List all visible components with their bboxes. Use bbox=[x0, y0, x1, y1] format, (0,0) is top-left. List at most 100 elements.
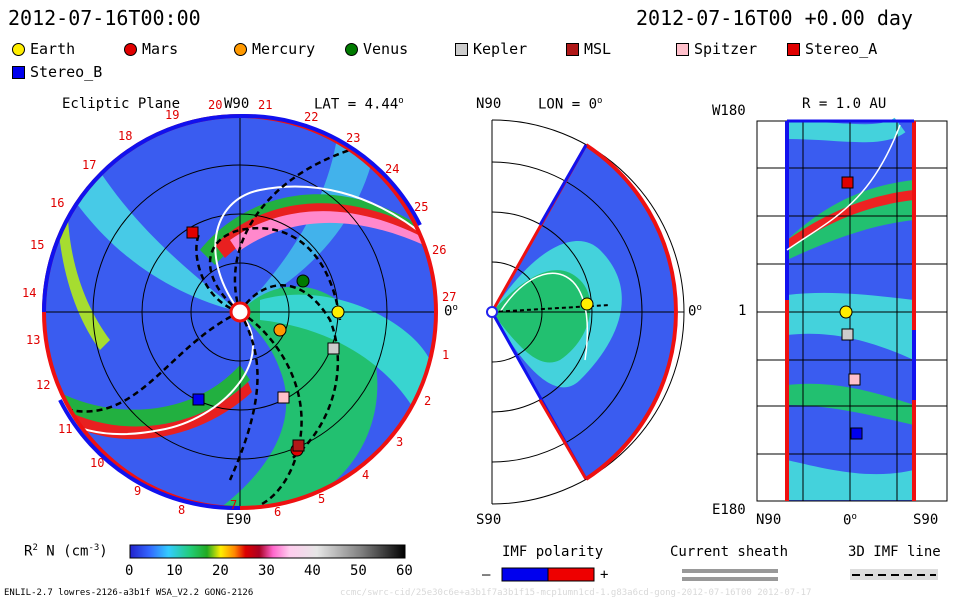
kepler-marker bbox=[327, 342, 340, 355]
carrington-tick: 10 bbox=[90, 456, 105, 470]
stereo-a-marker bbox=[186, 226, 199, 239]
colorbar-tick: 20 bbox=[212, 563, 229, 579]
meridional-right-label: 0o bbox=[688, 303, 702, 320]
watermark-footer: ccmc/swrc-cid/25e30c6e+a3b1f7a3b1f15-mcp… bbox=[340, 588, 812, 598]
colorbar-tick: 30 bbox=[258, 563, 275, 579]
ecliptic-title: Ecliptic Plane bbox=[62, 96, 181, 112]
carrington-tick: 26 bbox=[432, 243, 447, 257]
carrington-tick: 9 bbox=[134, 484, 142, 498]
kepler-marker-icon bbox=[455, 42, 468, 56]
radial-bottom-tick-0: 0o bbox=[843, 512, 857, 529]
stereo-b-marker-icon bbox=[12, 65, 25, 79]
carrington-tick: 20 bbox=[208, 98, 223, 112]
carrington-tick: 16 bbox=[50, 196, 65, 210]
meridional-lon-label: LON = 0o bbox=[538, 96, 603, 113]
mars-marker-icon bbox=[124, 42, 137, 56]
radial-earth-marker bbox=[839, 305, 853, 319]
imf-negative-swatch bbox=[501, 567, 549, 582]
colorbar-label: R2 N (cm-3) bbox=[24, 543, 108, 560]
current-sheath-line-2 bbox=[682, 577, 778, 581]
ecliptic-lat-label: LAT = 4.44o bbox=[314, 96, 404, 113]
venus-marker bbox=[296, 274, 310, 288]
stereo-b-marker bbox=[192, 393, 205, 406]
radial-bottom-left: E180 bbox=[712, 502, 746, 518]
carrington-tick: 13 bbox=[26, 333, 41, 347]
carrington-tick: 11 bbox=[58, 422, 73, 436]
meridional-panel bbox=[486, 119, 685, 505]
carrington-tick: 1 bbox=[442, 348, 450, 362]
imf-minus-label: – bbox=[482, 567, 491, 583]
legend-mercury: Mercury bbox=[234, 40, 315, 58]
time-left: 2012-07-16T00:00 bbox=[8, 6, 201, 30]
mercury-marker-icon bbox=[234, 42, 247, 56]
legend-venus: Venus bbox=[345, 40, 408, 58]
colorbar-tick: 40 bbox=[304, 563, 321, 579]
legend-msl: MSL bbox=[566, 40, 611, 58]
colorbar bbox=[129, 544, 406, 559]
radial-mid-left: 1 bbox=[738, 303, 747, 319]
colorbar-tick: 50 bbox=[350, 563, 367, 579]
radial-top-left: W180 bbox=[712, 103, 746, 119]
carrington-tick: 15 bbox=[30, 238, 45, 252]
carrington-tick: 5 bbox=[318, 492, 326, 506]
carrington-tick: 3 bbox=[396, 435, 404, 449]
legend-earth: Earth bbox=[12, 40, 75, 58]
carrington-tick: 14 bbox=[22, 286, 37, 300]
radial-kepler-marker bbox=[841, 328, 854, 341]
radial-bottom-tick-s90: S90 bbox=[913, 512, 939, 528]
msl-marker-icon bbox=[566, 42, 579, 56]
model-footer: ENLIL-2.7 lowres-2126-a3b1f WSA_V2.2 GON… bbox=[4, 588, 254, 598]
legend-mars: Mars bbox=[124, 40, 178, 58]
carrington-tick: 18 bbox=[118, 129, 133, 143]
ecliptic-rim-negative bbox=[42, 113, 422, 313]
carrington-tick: 23 bbox=[346, 131, 361, 145]
mercury-marker bbox=[273, 323, 287, 337]
current-sheath-label: Current sheath bbox=[670, 544, 789, 560]
imf-plus-label: + bbox=[600, 567, 609, 583]
current-sheath-line-1 bbox=[682, 569, 778, 573]
ecliptic-right-label: 0o bbox=[444, 303, 458, 320]
radial-stereo-b-marker bbox=[850, 427, 863, 440]
colorbar-tick: 0 bbox=[125, 563, 134, 579]
radial-r-label: R = 1.0 AU bbox=[802, 96, 887, 112]
legend-stereo-b: Stereo_B bbox=[12, 63, 102, 81]
ecliptic-bottom-label: E90 bbox=[226, 512, 252, 528]
legend-kepler: Kepler bbox=[455, 40, 527, 58]
legend-stereo-a: Stereo_A bbox=[787, 40, 877, 58]
earth-marker-icon bbox=[12, 42, 25, 56]
carrington-tick: 21 bbox=[258, 98, 273, 112]
carrington-tick: 8 bbox=[178, 503, 186, 517]
colorbar-tick: 60 bbox=[396, 563, 413, 579]
time-right: 2012-07-16T00 +0.00 day bbox=[636, 6, 913, 30]
meridional-top-label: N90 bbox=[476, 96, 502, 112]
spitzer-marker-icon bbox=[676, 42, 689, 56]
radial-stereo-a-marker bbox=[841, 176, 854, 189]
carrington-tick: 4 bbox=[362, 468, 370, 482]
stereo-a-marker-icon bbox=[787, 42, 800, 56]
imf-line-label: 3D IMF line bbox=[848, 544, 941, 560]
meridional-bottom-label: S90 bbox=[476, 512, 502, 528]
ecliptic-panel bbox=[42, 113, 438, 511]
carrington-tick: 6 bbox=[274, 505, 282, 519]
ecliptic-top-label: W90 bbox=[224, 96, 250, 112]
carrington-tick: 7 bbox=[230, 498, 238, 512]
imf-polarity-label: IMF polarity bbox=[502, 544, 604, 560]
carrington-tick: 2 bbox=[424, 394, 432, 408]
radial-spitzer-marker bbox=[848, 373, 861, 386]
carrington-tick: 24 bbox=[385, 162, 400, 176]
colorbar-tick: 10 bbox=[166, 563, 183, 579]
carrington-tick: 27 bbox=[442, 290, 457, 304]
carrington-tick: 25 bbox=[414, 200, 429, 214]
radial-panel bbox=[756, 117, 948, 502]
spitzer-marker bbox=[277, 391, 290, 404]
sun-icon bbox=[229, 301, 251, 323]
imf-positive-swatch bbox=[547, 567, 595, 582]
venus-marker-icon bbox=[345, 42, 358, 56]
carrington-tick: 22 bbox=[304, 110, 319, 124]
legend-spitzer: Spitzer bbox=[676, 40, 757, 58]
meridional-earth-marker bbox=[580, 297, 594, 311]
radial-bottom-tick-n90: N90 bbox=[756, 512, 782, 528]
carrington-tick: 17 bbox=[82, 158, 97, 172]
msl-marker bbox=[292, 439, 305, 452]
